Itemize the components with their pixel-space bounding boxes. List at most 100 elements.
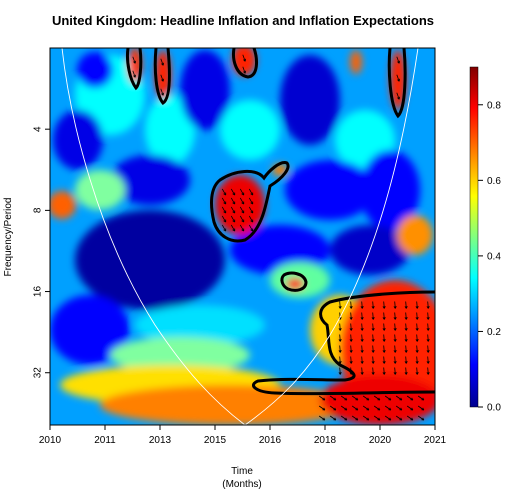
phase-arrow	[395, 405, 403, 411]
phase-arrow	[340, 415, 348, 421]
phase-arrow	[239, 197, 245, 205]
y-tick-label: 16	[33, 286, 44, 298]
colorbar-tick-label: 0.6	[487, 176, 501, 187]
colorbar-tick-label: 0.8	[487, 100, 501, 111]
heatmap-area	[50, 48, 435, 425]
phase-arrow	[382, 367, 386, 375]
phase-arrow	[349, 312, 353, 320]
y-axis: 4 8 16 32	[33, 126, 50, 378]
phase-arrow	[395, 395, 403, 401]
phase-arrow	[351, 415, 359, 421]
phase-arrow	[426, 367, 430, 375]
phase-arrow	[340, 395, 348, 401]
phase-arrow	[417, 405, 425, 411]
phase-arrow	[230, 206, 236, 214]
phase-arrow	[371, 356, 375, 364]
x-tick-label: 2021	[424, 435, 447, 446]
contour-small-island	[280, 271, 308, 292]
phase-arrow	[404, 323, 408, 331]
phase-arrow	[360, 323, 364, 331]
contour-top-3	[232, 48, 258, 79]
phase-arrow	[349, 301, 353, 309]
phase-arrow	[338, 334, 342, 342]
phase-arrow	[371, 312, 375, 320]
phase-arrow	[382, 312, 386, 320]
phase-arrow	[362, 405, 370, 411]
phase-arrow	[338, 345, 342, 353]
phase-arrow	[242, 66, 246, 74]
x-tick-label: 2016	[259, 435, 282, 446]
phase-arrow	[248, 188, 254, 196]
colorbar-tick-label: 0.4	[487, 251, 501, 262]
chart-title: United Kingdom: Headline Inflation and I…	[52, 13, 434, 28]
phase-arrow	[318, 395, 326, 401]
phase-arrow	[395, 415, 403, 421]
phase-arrow	[349, 334, 353, 342]
phase-arrow	[239, 224, 245, 232]
phase-arrow	[404, 334, 408, 342]
phase-arrow	[221, 197, 227, 205]
phase-arrow	[329, 395, 337, 401]
phase-arrow	[239, 206, 245, 214]
phase-arrow	[382, 356, 386, 364]
phase-arrow	[221, 188, 227, 196]
phase-arrow	[230, 224, 236, 232]
phase-arrow	[132, 56, 136, 64]
phase-arrow	[230, 215, 236, 223]
phase-arrow	[417, 415, 425, 421]
x-axis: 2010 2011 2013 2015 2016 2018 2020 2021	[39, 424, 447, 446]
phase-arrow	[382, 323, 386, 331]
phase-arrow	[404, 312, 408, 320]
contour-top-2	[153, 48, 171, 105]
phase-arrow	[349, 367, 353, 375]
phase-arrow	[371, 334, 375, 342]
phase-arrow	[393, 323, 397, 331]
phase-arrow	[248, 197, 254, 205]
y-axis-label: Frequency/Period	[3, 198, 14, 277]
phase-arrow	[371, 367, 375, 375]
phase-arrow	[393, 345, 397, 353]
phase-arrow	[384, 405, 392, 411]
phase-arrow	[406, 415, 414, 421]
colorbar-ticks: 0.0 0.2 0.4 0.6 0.8	[478, 100, 501, 414]
y-tick-label: 32	[33, 367, 44, 379]
phase-arrow	[415, 334, 419, 342]
phase-arrow	[404, 356, 408, 364]
phase-arrow	[426, 345, 430, 353]
phase-arrow	[349, 323, 353, 331]
phase-arrow	[318, 415, 326, 421]
phase-arrow	[415, 312, 419, 320]
phase-arrow	[329, 405, 337, 411]
phase-arrow	[404, 301, 408, 309]
x-tick-label: 2010	[39, 435, 62, 446]
phase-arrow	[248, 206, 254, 214]
contour-lower-right	[252, 290, 435, 396]
phase-arrow	[396, 92, 400, 100]
phase-arrow	[396, 56, 400, 64]
phase-arrow	[396, 74, 400, 82]
phase-arrow	[221, 215, 227, 223]
phase-arrow	[362, 395, 370, 401]
phase-arrow	[371, 323, 375, 331]
x-tick-label: 2015	[204, 435, 227, 446]
phase-arrow	[382, 345, 386, 353]
phase-arrow	[360, 334, 364, 342]
colorbar-tick-label: 0.2	[487, 327, 501, 338]
phase-arrow	[415, 367, 419, 375]
phase-arrow	[426, 334, 430, 342]
phase-arrow	[230, 197, 236, 205]
phase-arrow	[351, 395, 359, 401]
phase-arrow	[393, 367, 397, 375]
phase-arrow	[160, 74, 164, 82]
phase-arrow	[160, 88, 164, 96]
phase-arrow	[426, 312, 430, 320]
x-axis-label: Time	[231, 466, 253, 477]
phase-arrow	[160, 58, 164, 66]
phase-arrow	[349, 345, 353, 353]
phase-arrow	[360, 301, 364, 309]
phase-arrow	[393, 334, 397, 342]
phase-arrow	[426, 356, 430, 364]
phase-arrow	[415, 301, 419, 309]
phase-arrow	[373, 395, 381, 401]
phase-arrow	[384, 395, 392, 401]
